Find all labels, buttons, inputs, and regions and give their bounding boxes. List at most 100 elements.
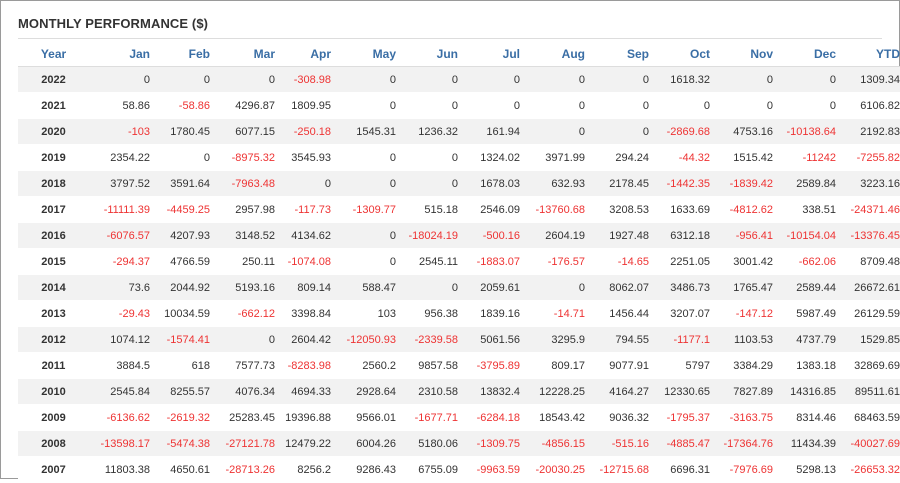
row-year-cell: 2019 <box>18 144 89 171</box>
value-cell-sep: 0 <box>587 92 651 119</box>
value-cell-oct: 1633.69 <box>651 196 712 223</box>
row-year-cell: 2022 <box>18 66 89 93</box>
value-cell-oct: 6312.18 <box>651 222 712 249</box>
table-header-row: Year Jan Feb Mar Apr May Jun Jul Aug Sep Oct Nov Dec… <box>18 41 900 67</box>
value-cell-oct: -1177.1 <box>651 326 712 353</box>
value-cell-jun: 956.38 <box>398 300 460 327</box>
value-cell-aug: 0 <box>522 274 587 301</box>
value-cell-nov: -17364.76 <box>712 430 775 457</box>
column-header-ytd: YTD <box>838 41 900 67</box>
table-row: 2016 -6076.57 4207.93 3148.52 4134.62 0 -18024… <box>18 222 900 249</box>
value-cell-oct: 1618.32 <box>651 66 712 93</box>
value-cell-feb: 3591.64 <box>152 170 212 197</box>
column-header-jul: Jul <box>460 41 522 67</box>
value-cell-nov: 0 <box>712 92 775 119</box>
value-cell-dec: 11434.39 <box>775 430 838 457</box>
value-cell-mar: -7963.48 <box>212 170 277 197</box>
value-cell-jul: 1324.02 <box>460 144 522 171</box>
value-cell-feb: 4766.59 <box>152 248 212 275</box>
value-cell-dec: 0 <box>775 66 838 93</box>
value-cell-dec: 8314.46 <box>775 404 838 431</box>
value-cell-jun: 0 <box>398 170 460 197</box>
value-cell-jan: 2354.22 <box>89 144 152 171</box>
value-cell-nov: 0 <box>712 66 775 93</box>
value-cell-jul: -500.16 <box>460 222 522 249</box>
value-cell-jan: -13598.17 <box>89 430 152 457</box>
value-cell-ytd: 26129.59 <box>838 300 900 327</box>
value-cell-sep: -515.16 <box>587 430 651 457</box>
value-cell-oct: 0 <box>651 92 712 119</box>
table-row: 2019 2354.22 0 -8975.32 3545.93 0 0 1324.02 3971… <box>18 144 900 171</box>
value-cell-mar: 3148.52 <box>212 222 277 249</box>
value-cell-sep: 794.55 <box>587 326 651 353</box>
value-cell-may: 0 <box>333 248 398 275</box>
value-cell-jul: 1678.03 <box>460 170 522 197</box>
value-cell-jan: 58.86 <box>89 92 152 119</box>
row-year-cell: 2017 <box>18 196 89 223</box>
value-cell-oct: 3486.73 <box>651 274 712 301</box>
table-body: 2022 0 0 0 -308.98 0 0 0 0 0 1618.32 0 0 1309.34 2021 5… <box>18 66 900 483</box>
value-cell-jan: 73.6 <box>89 274 152 301</box>
value-cell-sep: 3208.53 <box>587 196 651 223</box>
value-cell-feb: -2619.32 <box>152 404 212 431</box>
value-cell-mar: 7577.73 <box>212 352 277 379</box>
table-row: 2022 0 0 0 -308.98 0 0 0 0 0 1618.32 0 0 1309.34 <box>18 66 900 93</box>
row-year-cell: 2020 <box>18 118 89 145</box>
value-cell-jan: -29.43 <box>89 300 152 327</box>
row-year-cell: 2021 <box>18 92 89 119</box>
value-cell-may: 103 <box>333 300 398 327</box>
value-cell-oct: 3207.07 <box>651 300 712 327</box>
value-cell-ytd: 26672.61 <box>838 274 900 301</box>
value-cell-feb: -58.86 <box>152 92 212 119</box>
value-cell-mar: -8975.32 <box>212 144 277 171</box>
row-year-cell: 2012 <box>18 326 89 353</box>
value-cell-dec: -10138.64 <box>775 118 838 145</box>
value-cell-jun: 5180.06 <box>398 430 460 457</box>
value-cell-nov: -956.41 <box>712 222 775 249</box>
value-cell-jul: -3795.89 <box>460 352 522 379</box>
value-cell-sep: 1927.48 <box>587 222 651 249</box>
value-cell-apr: 3545.93 <box>277 144 333 171</box>
value-cell-nov: -147.12 <box>712 300 775 327</box>
value-cell-may: 0 <box>333 92 398 119</box>
value-cell-jun: -2339.58 <box>398 326 460 353</box>
value-cell-nov: 1515.42 <box>712 144 775 171</box>
value-cell-ytd: 1529.85 <box>838 326 900 353</box>
value-cell-jan: -6076.57 <box>89 222 152 249</box>
value-cell-mar: 4076.34 <box>212 378 277 405</box>
value-cell-sep: 2178.45 <box>587 170 651 197</box>
value-cell-mar: 250.11 <box>212 248 277 275</box>
value-cell-jun: 9857.58 <box>398 352 460 379</box>
value-cell-may: 0 <box>333 222 398 249</box>
table-row: 2010 2545.84 8255.57 4076.34 4694.33 2928.64 2… <box>18 378 900 405</box>
value-cell-feb: -1574.41 <box>152 326 212 353</box>
value-cell-jul: 2059.61 <box>460 274 522 301</box>
value-cell-may: 588.47 <box>333 274 398 301</box>
value-cell-jul: -6284.18 <box>460 404 522 431</box>
value-cell-feb: 0 <box>152 66 212 93</box>
value-cell-may: 0 <box>333 170 398 197</box>
value-cell-oct: -2869.68 <box>651 118 712 145</box>
table-row: 2018 3797.52 3591.64 -7963.48 0 0 0 1678.03 632.… <box>18 170 900 197</box>
value-cell-jul: -1309.75 <box>460 430 522 457</box>
row-year-cell: 2008 <box>18 430 89 457</box>
column-header-nov: Nov <box>712 41 775 67</box>
value-cell-ytd: 32869.69 <box>838 352 900 379</box>
value-cell-apr: 12479.22 <box>277 430 333 457</box>
monthly-performance-table: Year Jan Feb Mar Apr May Jun Jul Aug Sep Oct Nov Dec… <box>18 41 900 483</box>
value-cell-apr: -117.73 <box>277 196 333 223</box>
value-cell-feb: -5474.38 <box>152 430 212 457</box>
value-cell-oct: 2251.05 <box>651 248 712 275</box>
value-cell-dec: 4737.79 <box>775 326 838 353</box>
value-cell-jan: 1074.12 <box>89 326 152 353</box>
value-cell-dec: -11242 <box>775 144 838 171</box>
value-cell-jan: 3797.52 <box>89 170 152 197</box>
column-header-year: Year <box>18 41 89 67</box>
value-cell-jun: 2310.58 <box>398 378 460 405</box>
value-cell-sep: 9036.32 <box>587 404 651 431</box>
value-cell-nov: 3384.29 <box>712 352 775 379</box>
value-cell-feb: 1780.45 <box>152 118 212 145</box>
value-cell-mar: -662.12 <box>212 300 277 327</box>
table-row: 2015 -294.37 4766.59 250.11 -1074.08 0 2545.11… <box>18 248 900 275</box>
